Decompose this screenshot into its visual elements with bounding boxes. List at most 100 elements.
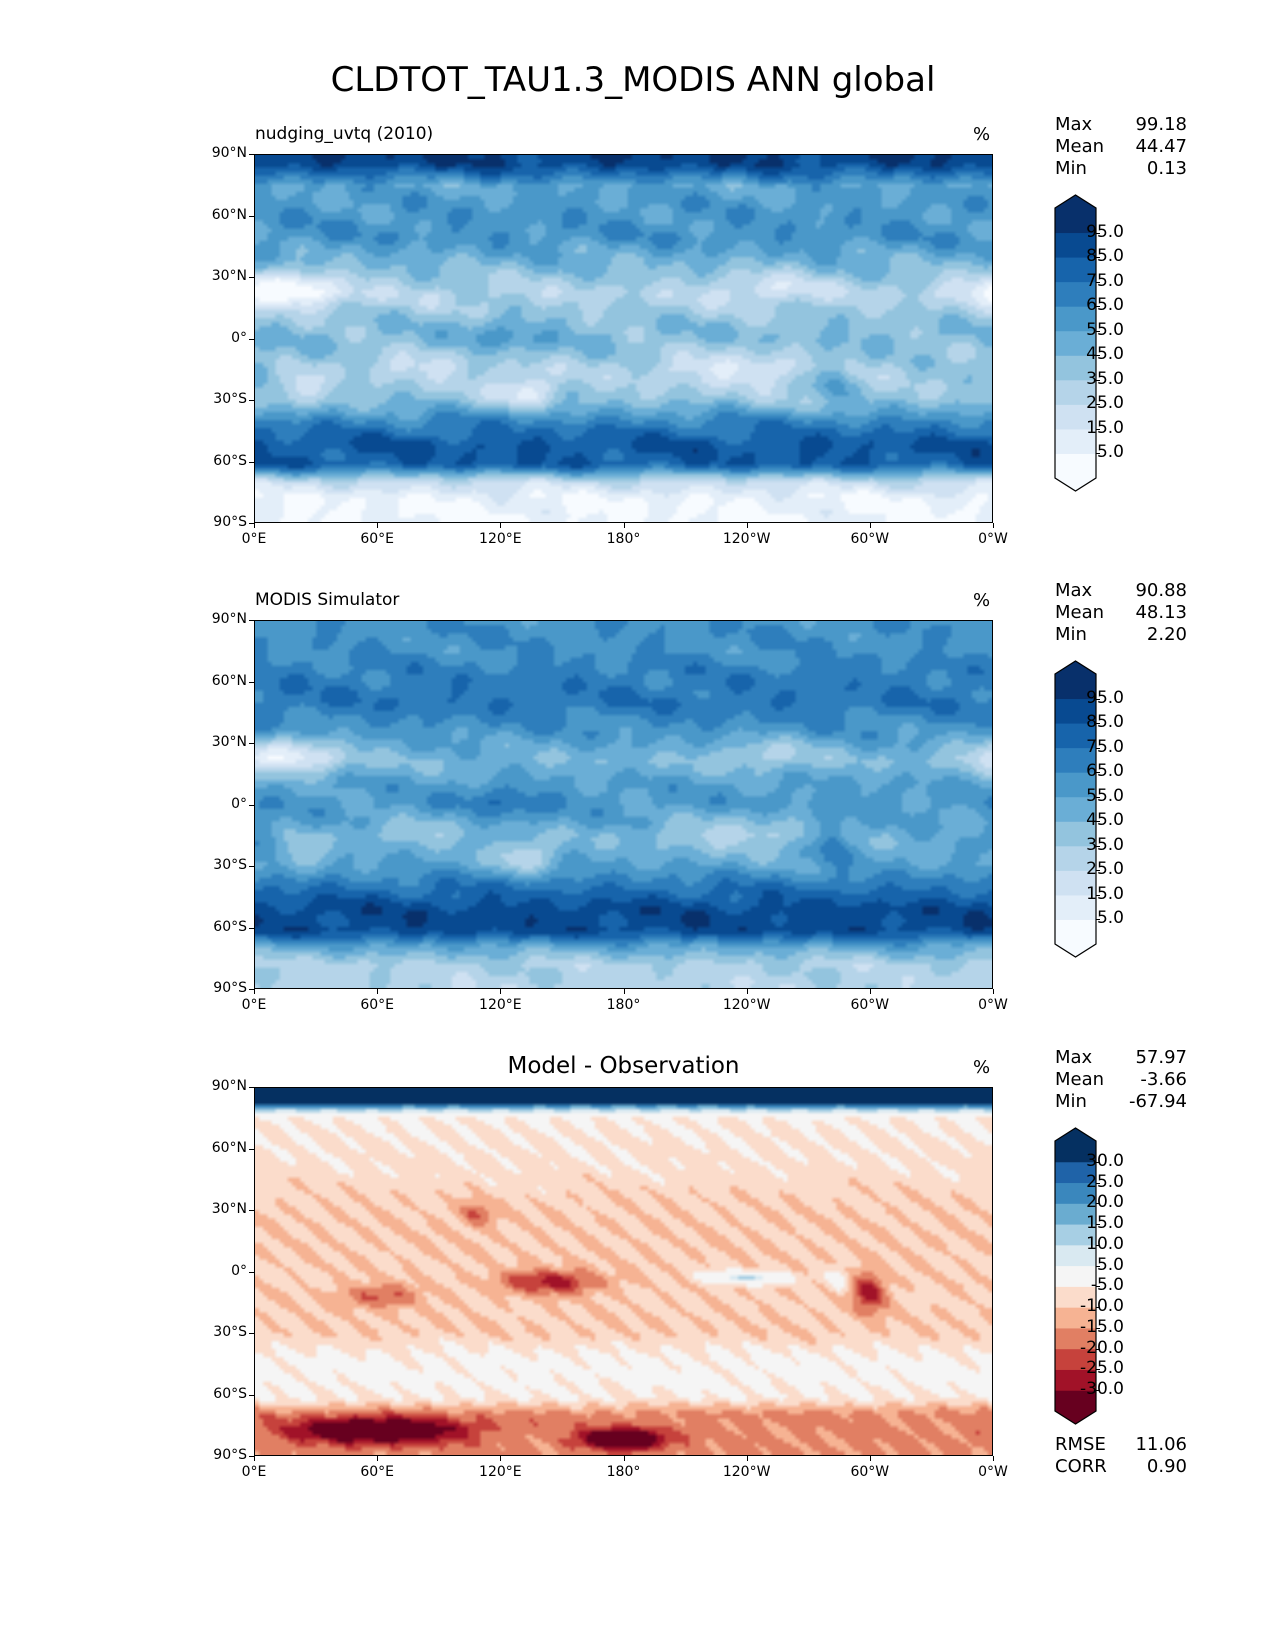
colorbar-segment — [1055, 919, 1096, 945]
y-tick-label: 90°S — [213, 514, 247, 530]
x-tick-mark — [993, 989, 994, 994]
y-tick-label: 30°N — [211, 268, 247, 284]
colorbar-segment — [1055, 845, 1096, 871]
x-tick-label: 120°W — [722, 531, 771, 547]
colorbar-segment — [1055, 1265, 1096, 1287]
colorbar-segment — [1055, 1348, 1096, 1370]
colorbar-segment — [1055, 355, 1096, 381]
y-tick-mark — [249, 1210, 254, 1211]
colorbar-tick-label: 15.0 — [1086, 1213, 1124, 1234]
x-tick-mark — [746, 523, 748, 528]
colorbar-segment — [1055, 1369, 1096, 1391]
stat-value-rmse: 11.06 — [1135, 1434, 1187, 1455]
colorbar-segment — [1055, 208, 1096, 234]
x-tick-mark — [993, 523, 994, 528]
colorbar-extend-max — [1055, 1128, 1096, 1141]
stat-label-min: Min — [1055, 624, 1087, 645]
colorbar-tick-mark — [1096, 1244, 1100, 1246]
y-tick-label: 90°S — [213, 1447, 247, 1463]
panel-title: MODIS Simulator — [255, 590, 400, 610]
y-tick-label: 60°N — [211, 206, 247, 223]
x-tick-label: 60°W — [850, 1464, 890, 1480]
y-tick-label: 0° — [231, 1262, 247, 1279]
colorbar-tick-label: 95.0 — [1086, 221, 1124, 242]
stat-value-min: 0.13 — [1146, 158, 1187, 179]
x-tick-label: 60°W — [850, 997, 890, 1013]
colorbar-segment — [1055, 379, 1096, 405]
stat-label-mean: Mean — [1055, 136, 1105, 157]
colorbar-segment — [1055, 1182, 1096, 1204]
x-tick-mark — [377, 989, 379, 994]
stat-label-rmse: RMSE — [1055, 1434, 1106, 1455]
x-tick-mark — [869, 1456, 871, 1461]
x-tick-mark — [254, 1456, 255, 1461]
colorbar-segment — [1055, 306, 1096, 332]
colorbar-segment — [1055, 428, 1096, 454]
y-tick-mark — [249, 620, 254, 621]
y-tick-mark — [249, 1087, 254, 1088]
figure-title: CLDTOT_TAU1.3_MODIS ANN global — [330, 60, 936, 100]
colorbar-tick-label: -15.0 — [1080, 1316, 1124, 1337]
colorbar-tick-label: 85.0 — [1086, 246, 1124, 267]
colorbar-tick-mark — [1096, 1161, 1100, 1163]
stat-value-max: 99.18 — [1135, 114, 1187, 135]
y-tick-label: 30°S — [213, 391, 247, 407]
colorbar-segment — [1055, 232, 1096, 258]
x-tick-label: 60°E — [360, 1464, 394, 1480]
y-tick-mark — [249, 989, 254, 990]
colorbar-tick-label: 35.0 — [1086, 834, 1124, 855]
colorbar-tick-mark — [1096, 355, 1100, 357]
stat-label-min: Min — [1055, 1091, 1087, 1112]
stat-value-corr: 0.90 — [1146, 1456, 1187, 1477]
colorbar-segment — [1055, 453, 1096, 479]
colorbar-tick-label: 5.0 — [1096, 442, 1124, 463]
x-tick-mark — [869, 989, 871, 994]
colorbar-tick-mark — [1096, 796, 1100, 798]
x-tick-label: 0°W — [978, 531, 1008, 547]
colorbar-tick-mark — [1096, 306, 1100, 308]
map-field-diff — [255, 1088, 992, 1455]
colorbar-tick-label: 25.0 — [1086, 1171, 1124, 1192]
x-tick-label: 0°W — [978, 997, 1008, 1013]
colorbar-tick-label: 55.0 — [1086, 785, 1124, 806]
colorbar-tick-label: 5.0 — [1096, 1254, 1124, 1275]
colorbar-segment — [1055, 281, 1096, 307]
colorbar-tick-label: 95.0 — [1086, 687, 1124, 708]
panel-title: Model - Observation — [507, 1053, 740, 1079]
x-tick-mark — [254, 989, 255, 994]
y-tick-mark — [249, 154, 254, 155]
colorbar-tick-mark — [1096, 1203, 1100, 1205]
stat-value-mean: 44.47 — [1135, 136, 1187, 157]
colorbar-tick-mark — [1096, 894, 1100, 896]
colorbar-tick-label: 35.0 — [1086, 368, 1124, 389]
colorbar-extend-min — [1055, 944, 1096, 957]
y-tick-mark — [249, 681, 254, 683]
colorbar-tick-mark — [1096, 257, 1100, 259]
y-tick-mark — [249, 400, 254, 401]
stat-label-mean: Mean — [1055, 602, 1105, 623]
colorbar-tick-label: 30.0 — [1086, 1150, 1124, 1171]
stat-label-max: Max — [1055, 1047, 1093, 1068]
colorbar-tick-label: -25.0 — [1080, 1358, 1124, 1379]
panel-title: nudging_uvtq (2010) — [255, 124, 434, 144]
map-field-obs — [255, 621, 992, 988]
stat-label-max: Max — [1055, 114, 1093, 135]
colorbar-tick-label: 55.0 — [1086, 319, 1124, 340]
colorbar-tick-mark — [1096, 1265, 1100, 1267]
colorbar-tick-mark — [1096, 1327, 1100, 1329]
stat-label-min: Min — [1055, 158, 1087, 179]
colorbar-tick-mark — [1096, 1286, 1100, 1288]
x-tick-mark — [377, 523, 379, 528]
colorbar-extend-min — [1055, 478, 1096, 491]
y-tick-label: 30°S — [213, 1324, 247, 1340]
colorbar — [1054, 1127, 1097, 1425]
y-tick-label: 30°N — [211, 1201, 247, 1217]
colorbar-segment — [1055, 772, 1096, 798]
x-tick-label: 0°E — [241, 531, 267, 547]
colorbar-extend-min — [1055, 1411, 1096, 1424]
colorbar-tick-label: 45.0 — [1086, 344, 1124, 365]
colorbar-tick-label: -10.0 — [1080, 1296, 1124, 1317]
colorbar-segment — [1055, 1141, 1096, 1163]
colorbar-segment — [1055, 1286, 1096, 1308]
